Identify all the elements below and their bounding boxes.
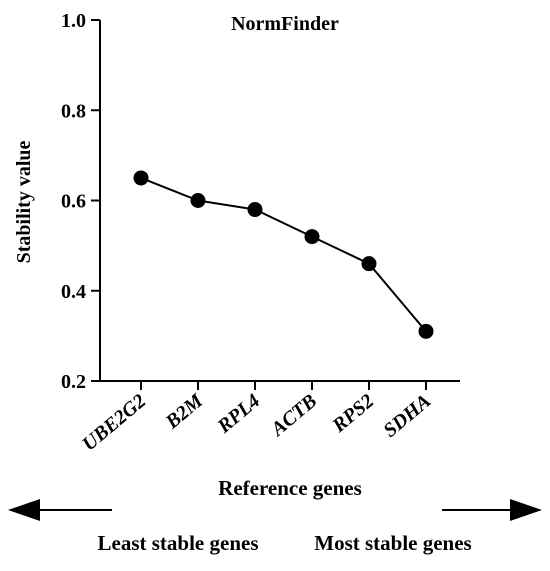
left-arrow-icon [8,499,112,521]
axes [99,20,460,382]
y-tick-label: 0.6 [61,191,86,213]
most-stable-label: Most stable genes [314,531,471,555]
y-tick-label: 0.4 [61,281,86,303]
data-point [247,202,263,218]
right-arrow-icon [442,499,542,521]
x-ticks: UBE2G2 B2M RPL4 ACTB RPS2 SDHA [78,381,435,455]
x-tick-label: UBE2G2 [78,390,150,455]
data-point [133,170,149,186]
chart-title: NormFinder [231,13,339,35]
y-tick-label: 0.8 [61,100,86,122]
data-point [304,229,320,245]
x-tick-label: RPL4 [213,390,265,438]
y-axis-label: Stability value [13,140,35,263]
data-point [418,323,434,339]
x-tick-label: SDHA [379,390,435,442]
y-ticks: 0.2 0.4 0.6 0.8 1.0 [61,10,100,393]
x-tick-label: RPS2 [328,390,379,438]
x-tick-label: B2M [161,389,208,434]
y-tick-label: 1.0 [61,10,86,32]
data-point [361,256,377,272]
least-stable-label: Least stable genes [98,531,259,555]
series-line [140,177,427,333]
x-tick-label: ACTB [266,390,322,442]
data-markers [133,170,434,339]
data-point [190,193,206,208]
y-tick-label: 0.2 [61,371,86,393]
x-axis-label: Reference genes [218,476,362,500]
